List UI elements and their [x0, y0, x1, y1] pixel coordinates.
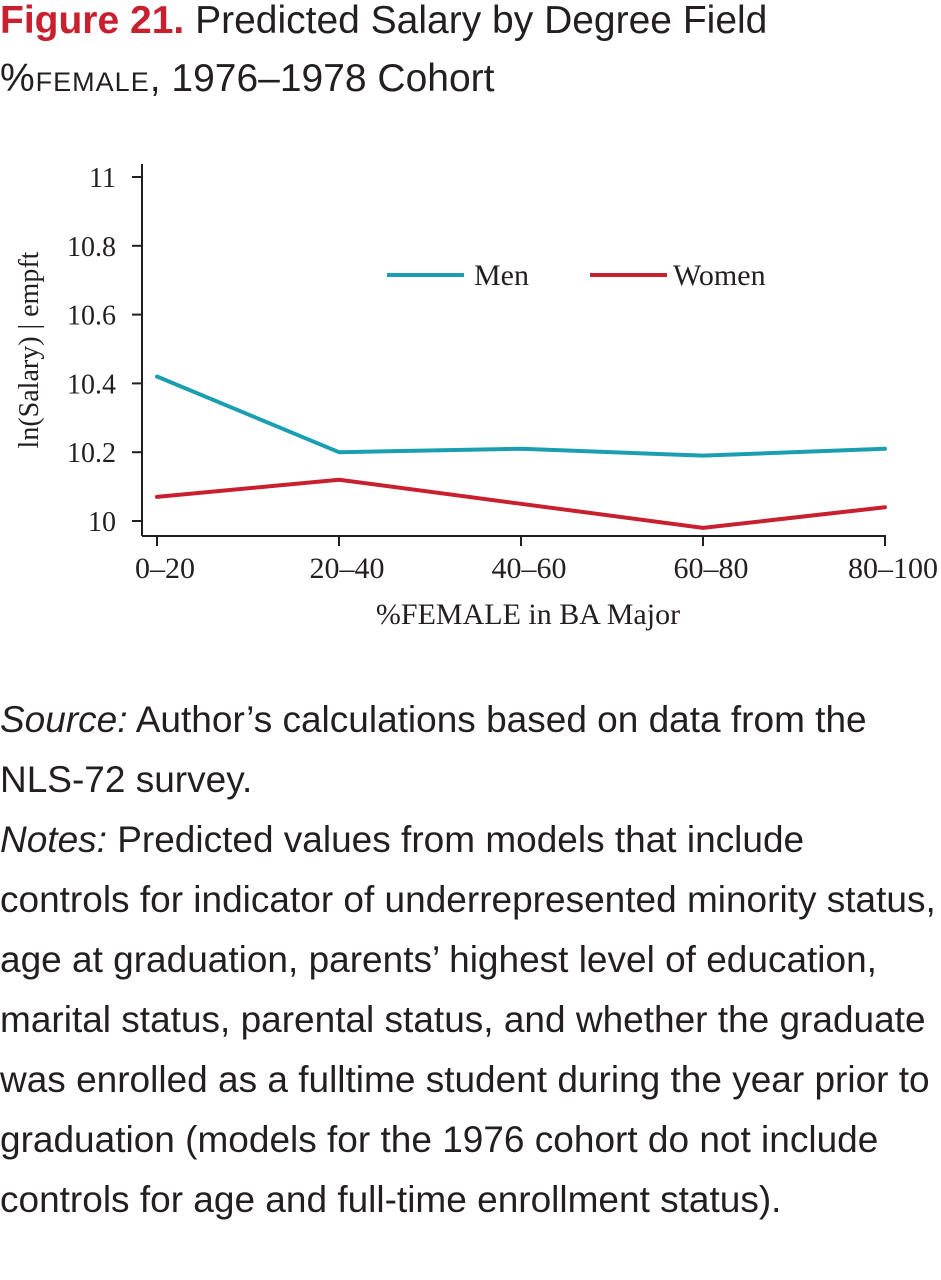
x-tick-label: 60–80: [674, 552, 749, 585]
y-tick-label: 10.4: [67, 369, 116, 400]
x-tick-label: 20–40: [310, 552, 385, 585]
legend-label-men: Men: [474, 259, 529, 292]
y-tick-label: 11: [89, 163, 116, 194]
notes-label: Notes:: [0, 819, 107, 860]
figure-label: Figure 21.: [0, 0, 185, 42]
source-note: Source: Author’s calculations based on d…: [0, 690, 941, 810]
x-axis: 0–20 20–40 40–60 60–80 80–100 %FEMALE in BA …: [135, 535, 938, 631]
x-tick-label: 80–100: [848, 552, 938, 585]
figure-heading: Figure 21. Predicted Salary by Degree Fi…: [0, 0, 941, 108]
y-axis: 10 10.2 10.4 10.6 10.8 11 ln(Salary) | empft: [14, 163, 143, 538]
source-text: Author’s calculations based on data from…: [0, 699, 867, 800]
legend: Men Women: [387, 259, 766, 292]
notes-note: Notes: Predicted values from models that…: [0, 810, 941, 1230]
source-label: Source:: [0, 699, 128, 740]
y-axis-title: ln(Salary) | empft: [14, 251, 45, 448]
series-lines: [155, 374, 887, 530]
x-ticks: 0–20 20–40 40–60 60–80 80–100: [135, 536, 938, 585]
figure-title-rest: , 1976–1978 Cohort: [149, 57, 495, 100]
series-line-men: [155, 374, 887, 458]
y-tick-label: 10.2: [67, 438, 116, 469]
figure-notes: Source: Author’s calculations based on d…: [0, 690, 941, 1230]
y-ticks: 10 10.2 10.4 10.6 10.8 11: [67, 163, 142, 538]
y-tick-label: 10.6: [67, 301, 116, 332]
figure-title-line-2: %female, 1976–1978 Cohort: [0, 50, 941, 108]
figure-title-caps: %female: [0, 57, 150, 100]
y-tick-label: 10.8: [67, 232, 116, 263]
figure-title-line-1: Figure 21. Predicted Salary by Degree Fi…: [0, 0, 941, 50]
y-tick-label: 10: [88, 507, 116, 538]
x-tick-label: 0–20: [135, 552, 195, 585]
notes-text: Predicted values from models that includ…: [0, 819, 936, 1220]
legend-label-women: Women: [673, 259, 766, 292]
x-tick-label: 40–60: [492, 552, 567, 585]
x-axis-title: %FEMALE in BA Major: [376, 598, 680, 631]
figure-title: Predicted Salary by Degree Field: [195, 0, 768, 42]
